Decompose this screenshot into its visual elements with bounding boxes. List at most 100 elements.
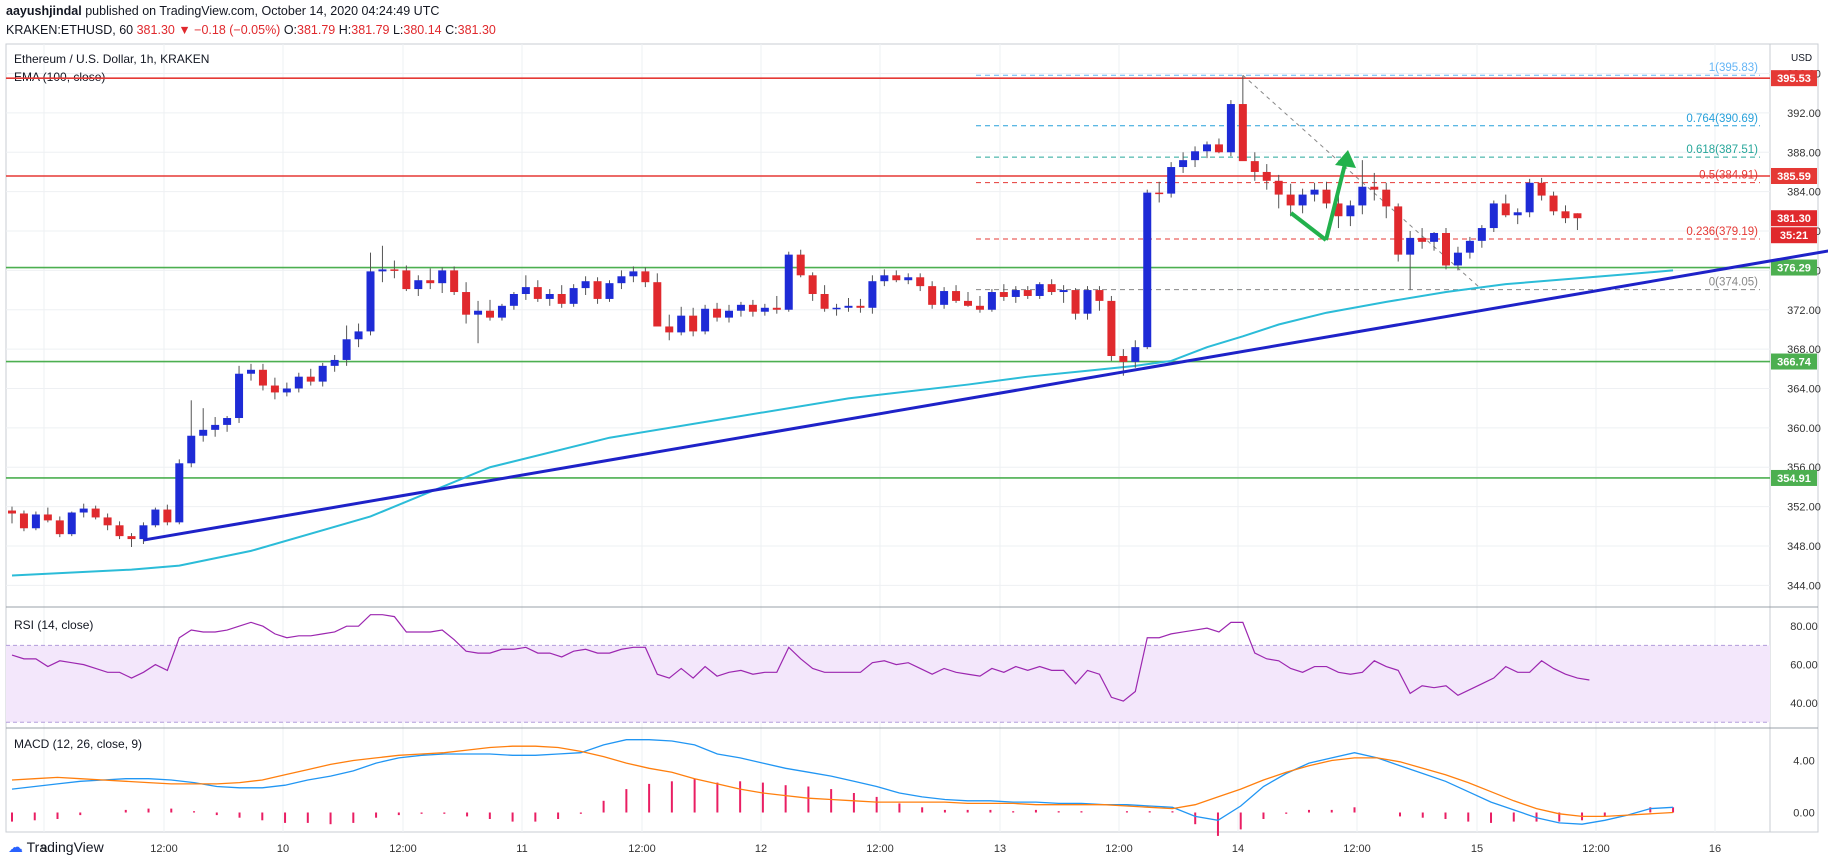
candle-body bbox=[832, 307, 841, 310]
candle-body bbox=[414, 280, 423, 290]
candle-body bbox=[1214, 144, 1223, 153]
candle-body bbox=[1358, 186, 1367, 206]
candle-body bbox=[521, 287, 530, 295]
candle-body bbox=[1430, 232, 1439, 242]
candle-body bbox=[808, 275, 817, 295]
candle-body bbox=[772, 307, 781, 310]
level-price-tag bbox=[1771, 469, 1817, 486]
rsi-band bbox=[6, 645, 1770, 723]
candle-body bbox=[199, 429, 208, 436]
candle-body bbox=[1131, 347, 1140, 362]
candle-body bbox=[1394, 206, 1403, 255]
candle-body bbox=[474, 310, 483, 315]
candle-body bbox=[486, 310, 494, 318]
candle-body bbox=[1226, 104, 1235, 153]
candle-body bbox=[1561, 211, 1570, 219]
x-tick-label: 12:00 bbox=[628, 843, 656, 855]
level-price-label: 366.74 bbox=[1777, 357, 1812, 369]
x-tick-label: 9 bbox=[41, 843, 47, 855]
y-tick-label: 368.00 bbox=[1787, 344, 1821, 356]
chart-header: aayushjindal published on TradingView.co… bbox=[6, 2, 1816, 40]
chart-title: Ethereum / U.S. Dollar, 1h, KRAKEN bbox=[14, 52, 209, 66]
candle-body bbox=[1573, 213, 1582, 219]
last-price-label: 381.30 bbox=[1777, 213, 1811, 225]
rsi-y-tick-label: 40.00 bbox=[1790, 698, 1818, 710]
level-price-tag bbox=[1771, 353, 1817, 370]
x-tick-label: 16 bbox=[1709, 843, 1721, 855]
candle-body bbox=[820, 294, 829, 309]
candle-body bbox=[151, 509, 160, 526]
candle-body bbox=[103, 517, 112, 526]
arrow-head-icon bbox=[1335, 150, 1356, 168]
last-price: 381.30 bbox=[136, 23, 175, 37]
y-tick-label: 364.00 bbox=[1787, 383, 1821, 395]
currency-label: USD bbox=[1791, 53, 1812, 64]
x-tick-label: 12 bbox=[755, 843, 767, 855]
rsi-y-tick-label: 80.00 bbox=[1790, 621, 1818, 633]
candle-body bbox=[952, 291, 961, 301]
candle-body bbox=[462, 292, 471, 315]
high-value: 381.79 bbox=[351, 23, 390, 37]
candle-body bbox=[844, 305, 853, 308]
fib-level-label: 1(395.83) bbox=[1709, 62, 1758, 74]
author-name[interactable]: aayushjindal bbox=[6, 4, 82, 18]
candle-body bbox=[55, 520, 64, 535]
fib-level-label: 0.5(384.91) bbox=[1699, 170, 1758, 182]
candle-body bbox=[928, 286, 937, 305]
x-tick-label: 12:00 bbox=[866, 843, 894, 855]
candle-body bbox=[509, 294, 518, 306]
level-price-label: 395.53 bbox=[1777, 73, 1811, 85]
candle-body bbox=[617, 276, 626, 284]
tradingview-logo-icon[interactable]: ☁ bbox=[8, 839, 23, 856]
candle-body bbox=[545, 294, 554, 299]
candle-body bbox=[1167, 167, 1176, 194]
y-tick-label: 384.00 bbox=[1787, 187, 1821, 199]
candle-body bbox=[629, 271, 638, 277]
candle-body bbox=[1406, 237, 1415, 255]
candle-body bbox=[1298, 194, 1307, 206]
x-tick-label: 12:00 bbox=[1105, 843, 1133, 855]
countdown-label: 35:21 bbox=[1780, 230, 1808, 242]
candle-body bbox=[1119, 356, 1128, 362]
candle-body bbox=[1382, 189, 1391, 207]
candle-body bbox=[665, 326, 674, 333]
candle-body bbox=[533, 287, 542, 299]
publish-info: published on TradingView.com, October 14… bbox=[85, 4, 440, 18]
candle-body bbox=[1286, 194, 1295, 206]
candle-body bbox=[964, 300, 972, 306]
close-label: C: bbox=[445, 23, 458, 37]
low-value: 380.14 bbox=[403, 23, 442, 37]
x-tick-label: 12:00 bbox=[1582, 843, 1610, 855]
candle-body bbox=[892, 275, 901, 281]
level-price-tag bbox=[1771, 259, 1817, 276]
candle-body bbox=[1477, 228, 1486, 241]
macd-title: MACD (12, 26, close, 9) bbox=[14, 737, 142, 751]
candle-body bbox=[701, 308, 710, 332]
candle-body bbox=[258, 369, 267, 386]
candle-body bbox=[282, 388, 291, 393]
candle-body bbox=[796, 254, 805, 276]
tradingview-brand[interactable]: TradingView bbox=[26, 839, 104, 855]
x-tick-label: 12:00 bbox=[150, 843, 178, 855]
y-tick-label: 392.00 bbox=[1787, 108, 1821, 120]
candle-body bbox=[426, 280, 435, 284]
candle-body bbox=[736, 304, 745, 311]
level-price-label: 385.59 bbox=[1777, 171, 1811, 183]
candle-body bbox=[247, 369, 255, 374]
candle-body bbox=[641, 271, 650, 283]
candle-body bbox=[1489, 203, 1498, 229]
candle-body bbox=[1071, 290, 1080, 314]
candle-body bbox=[1203, 144, 1211, 152]
candle-body bbox=[581, 281, 590, 289]
ema-line bbox=[11, 269, 1674, 577]
candle-body bbox=[1537, 182, 1546, 196]
level-price-label: 376.29 bbox=[1777, 263, 1811, 275]
candle-body bbox=[569, 288, 578, 304]
candle-body bbox=[19, 513, 28, 529]
candle-body bbox=[1465, 240, 1474, 253]
level-price-label: 354.91 bbox=[1777, 473, 1811, 485]
candle-body bbox=[904, 277, 913, 281]
candle-body bbox=[653, 282, 662, 327]
footer: ☁ TradingView bbox=[8, 838, 104, 856]
